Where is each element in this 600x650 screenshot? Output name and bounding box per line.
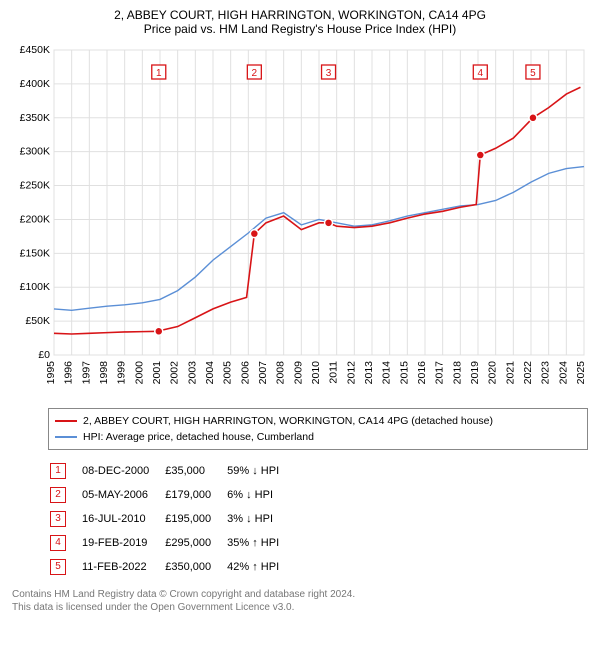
legend-item-property: 2, ABBEY COURT, HIGH HARRINGTON, WORKING… xyxy=(55,413,581,429)
price-chart: £0 £50K £100K £150K £200K £250K £300K £350K £400… xyxy=(8,40,592,400)
svg-text:£250K: £250K xyxy=(20,180,50,192)
chart-title-block: 2, ABBEY COURT, HIGH HARRINGTON, WORKING… xyxy=(8,8,592,36)
svg-text:2004: 2004 xyxy=(204,361,216,385)
sale-delta: 6% ↓ HPI xyxy=(227,484,293,506)
table-row: 2 05-MAY-2006£179,0006% ↓ HPI xyxy=(50,484,293,506)
table-row: 5 11-FEB-2022£350,00042% ↑ HPI xyxy=(50,556,293,578)
sale-date: 11-FEB-2022 xyxy=(82,556,163,578)
legend-label-hpi: HPI: Average price, detached house, Cumb… xyxy=(83,431,314,443)
svg-text:2017: 2017 xyxy=(434,361,446,385)
footer-line-1: Contains HM Land Registry data © Crown c… xyxy=(12,588,588,601)
sale-price: £295,000 xyxy=(165,532,225,554)
svg-text:1995: 1995 xyxy=(45,361,57,385)
legend-label-property: 2, ABBEY COURT, HIGH HARRINGTON, WORKING… xyxy=(83,415,493,427)
sale-marker-badge: 2 xyxy=(50,487,66,503)
svg-text:2015: 2015 xyxy=(398,361,410,385)
svg-text:2006: 2006 xyxy=(239,361,251,385)
svg-text:5: 5 xyxy=(530,68,536,79)
legend-item-hpi: HPI: Average price, detached house, Cumb… xyxy=(55,429,581,445)
svg-text:2001: 2001 xyxy=(151,361,163,385)
sale-marker-badge: 1 xyxy=(50,463,66,479)
sale-date: 16-JUL-2010 xyxy=(82,508,163,530)
sale-price: £179,000 xyxy=(165,484,225,506)
svg-text:2025: 2025 xyxy=(575,361,587,385)
chart-canvas: £0 £50K £100K £150K £200K £250K £300K £350K £400… xyxy=(8,40,592,400)
svg-text:£0: £0 xyxy=(38,349,50,361)
svg-text:£150K: £150K xyxy=(20,247,50,259)
sale-delta: 59% ↓ HPI xyxy=(227,460,293,482)
svg-text:2005: 2005 xyxy=(222,361,234,385)
svg-text:1: 1 xyxy=(156,68,162,79)
table-row: 3 16-JUL-2010£195,0003% ↓ HPI xyxy=(50,508,293,530)
sale-delta: 3% ↓ HPI xyxy=(227,508,293,530)
svg-text:2002: 2002 xyxy=(169,361,181,385)
svg-text:2014: 2014 xyxy=(381,361,393,385)
footer-note: Contains HM Land Registry data © Crown c… xyxy=(12,588,588,614)
svg-text:2008: 2008 xyxy=(275,361,287,385)
sale-price: £350,000 xyxy=(165,556,225,578)
legend-swatch-property xyxy=(55,420,77,422)
sale-marker-badge: 5 xyxy=(50,559,66,575)
legend: 2, ABBEY COURT, HIGH HARRINGTON, WORKING… xyxy=(48,408,588,450)
svg-text:2021: 2021 xyxy=(504,361,516,385)
svg-text:2010: 2010 xyxy=(310,361,322,385)
sale-date: 05-MAY-2006 xyxy=(82,484,163,506)
svg-text:2020: 2020 xyxy=(487,361,499,385)
svg-text:£450K: £450K xyxy=(20,44,50,56)
svg-text:1996: 1996 xyxy=(63,361,75,385)
sale-price: £195,000 xyxy=(165,508,225,530)
svg-text:2018: 2018 xyxy=(451,361,463,385)
svg-text:2007: 2007 xyxy=(257,361,269,385)
svg-text:2022: 2022 xyxy=(522,361,534,385)
svg-text:2019: 2019 xyxy=(469,361,481,385)
svg-text:£200K: £200K xyxy=(20,213,50,225)
svg-text:2009: 2009 xyxy=(292,361,304,385)
legend-swatch-hpi xyxy=(55,436,77,438)
sale-delta: 42% ↑ HPI xyxy=(227,556,293,578)
title-line-2: Price paid vs. HM Land Registry's House … xyxy=(8,22,592,36)
sales-table: 1 08-DEC-2000£35,00059% ↓ HPI 2 05-MAY-2006… xyxy=(48,458,295,580)
sale-price: £35,000 xyxy=(165,460,225,482)
svg-text:£50K: £50K xyxy=(25,315,50,327)
sale-marker-badge: 3 xyxy=(50,511,66,527)
sale-date: 08-DEC-2000 xyxy=(82,460,163,482)
svg-text:2013: 2013 xyxy=(363,361,375,385)
svg-text:2012: 2012 xyxy=(345,361,357,385)
svg-text:2016: 2016 xyxy=(416,361,428,385)
svg-text:£400K: £400K xyxy=(20,78,50,90)
svg-text:2024: 2024 xyxy=(557,361,569,385)
sale-marker-badge: 4 xyxy=(50,535,66,551)
svg-text:2: 2 xyxy=(252,68,258,79)
svg-text:2000: 2000 xyxy=(133,361,145,385)
svg-text:1997: 1997 xyxy=(80,361,92,385)
svg-text:2023: 2023 xyxy=(540,361,552,385)
title-line-1: 2, ABBEY COURT, HIGH HARRINGTON, WORKING… xyxy=(8,8,592,22)
svg-text:4: 4 xyxy=(478,68,484,79)
svg-text:2011: 2011 xyxy=(328,361,340,384)
svg-text:2003: 2003 xyxy=(186,361,198,385)
svg-text:1998: 1998 xyxy=(98,361,110,385)
footer-line-2: This data is licensed under the Open Gov… xyxy=(12,601,588,614)
svg-text:1999: 1999 xyxy=(116,361,128,385)
svg-text:£350K: £350K xyxy=(20,112,50,124)
table-row: 4 19-FEB-2019£295,00035% ↑ HPI xyxy=(50,532,293,554)
sale-delta: 35% ↑ HPI xyxy=(227,532,293,554)
table-row: 1 08-DEC-2000£35,00059% ↓ HPI xyxy=(50,460,293,482)
svg-text:3: 3 xyxy=(326,68,332,79)
svg-text:£100K: £100K xyxy=(20,281,50,293)
sale-date: 19-FEB-2019 xyxy=(82,532,163,554)
svg-text:£300K: £300K xyxy=(20,146,50,158)
